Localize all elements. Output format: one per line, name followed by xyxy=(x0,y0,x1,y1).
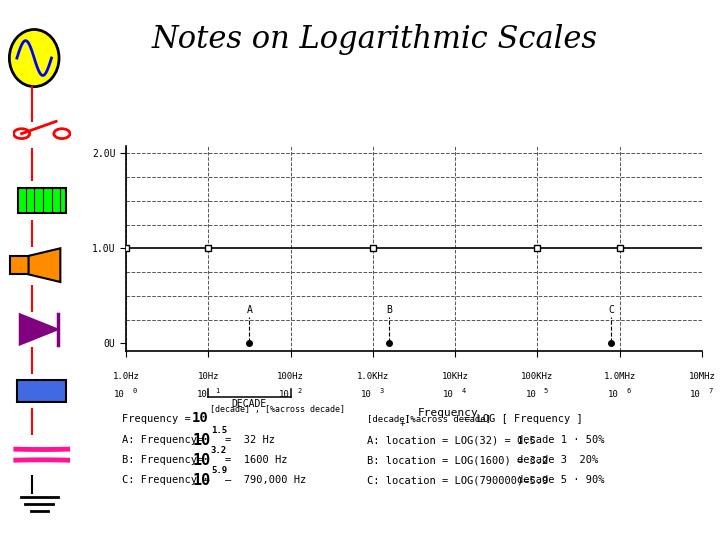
Text: 10Hz: 10Hz xyxy=(197,372,219,381)
Text: decade 3  20%: decade 3 20% xyxy=(517,455,598,465)
Text: +: + xyxy=(400,420,405,428)
Text: 10: 10 xyxy=(193,433,211,448)
Text: 10: 10 xyxy=(114,390,125,399)
Text: [%across decade]: [%across decade] xyxy=(405,414,490,423)
Text: 1.0KHz: 1.0KHz xyxy=(356,372,389,381)
Text: 10: 10 xyxy=(526,390,536,399)
Text: A: A xyxy=(246,305,253,315)
Text: DECADE: DECADE xyxy=(232,399,267,409)
Text: A: Frequency=: A: Frequency= xyxy=(122,435,210,445)
Text: 0: 0 xyxy=(132,388,137,394)
Text: 10: 10 xyxy=(193,472,211,488)
Text: 10: 10 xyxy=(193,453,211,468)
Text: = LOG [ Frequency ]: = LOG [ Frequency ] xyxy=(464,414,583,423)
Text: 3.2: 3.2 xyxy=(211,447,227,455)
Text: decade 1 · 50%: decade 1 · 50% xyxy=(517,435,605,445)
Text: Frequency =: Frequency = xyxy=(122,414,197,423)
Text: 6: 6 xyxy=(626,388,631,394)
Text: 1.5: 1.5 xyxy=(211,427,227,435)
Text: Notes on Logarithmic Scales: Notes on Logarithmic Scales xyxy=(151,24,598,55)
Circle shape xyxy=(54,129,70,139)
Text: 4: 4 xyxy=(462,388,466,394)
Text: –  790,000 Hz: – 790,000 Hz xyxy=(225,475,307,485)
Text: 10: 10 xyxy=(361,390,372,399)
Text: [decade]: [decade] xyxy=(367,414,410,423)
Bar xyxy=(11,256,29,274)
Text: C: Frequency –: C: Frequency – xyxy=(122,475,216,485)
Text: 100Hz: 100Hz xyxy=(277,372,304,381)
Circle shape xyxy=(9,30,59,86)
Text: 10MHz: 10MHz xyxy=(688,372,716,381)
Text: Frequency: Frequency xyxy=(418,408,479,418)
Text: B: Frequency=: B: Frequency= xyxy=(122,455,210,465)
Text: 10: 10 xyxy=(608,390,618,399)
Text: 7: 7 xyxy=(708,388,713,394)
Text: B: B xyxy=(387,305,392,315)
Text: 10: 10 xyxy=(690,390,701,399)
Text: 1: 1 xyxy=(215,388,219,394)
Text: 5: 5 xyxy=(544,388,548,394)
Text: A: location = LOG(32) = 1.5: A: location = LOG(32) = 1.5 xyxy=(367,435,536,445)
Text: decade 5 · 90%: decade 5 · 90% xyxy=(517,475,605,485)
Text: 1.0Hz: 1.0Hz xyxy=(112,372,140,381)
Text: 1.0MHz: 1.0MHz xyxy=(603,372,636,381)
Circle shape xyxy=(14,129,30,139)
Text: 10: 10 xyxy=(279,390,289,399)
Text: 10KHz: 10KHz xyxy=(441,372,469,381)
Text: [decade] , [%across decade]: [decade] , [%across decade] xyxy=(210,405,344,414)
Polygon shape xyxy=(20,314,58,345)
Text: 10: 10 xyxy=(192,411,209,426)
Bar xyxy=(17,188,66,213)
Text: 3: 3 xyxy=(379,388,384,394)
Text: 2: 2 xyxy=(297,388,301,394)
Text: 10: 10 xyxy=(197,390,207,399)
Text: =  1600 Hz: = 1600 Hz xyxy=(225,455,288,465)
Polygon shape xyxy=(29,248,60,282)
Text: B: location = LOG(1600) = 3.2: B: location = LOG(1600) = 3.2 xyxy=(367,455,549,465)
Text: C: location = LOG(790000)=5.9: C: location = LOG(790000)=5.9 xyxy=(367,475,549,485)
Text: 10: 10 xyxy=(444,390,454,399)
Text: =  32 Hz: = 32 Hz xyxy=(225,435,275,445)
Text: C: C xyxy=(608,305,614,315)
Text: 100KHz: 100KHz xyxy=(521,372,554,381)
Bar xyxy=(17,380,66,402)
Text: 5.9: 5.9 xyxy=(211,467,227,475)
